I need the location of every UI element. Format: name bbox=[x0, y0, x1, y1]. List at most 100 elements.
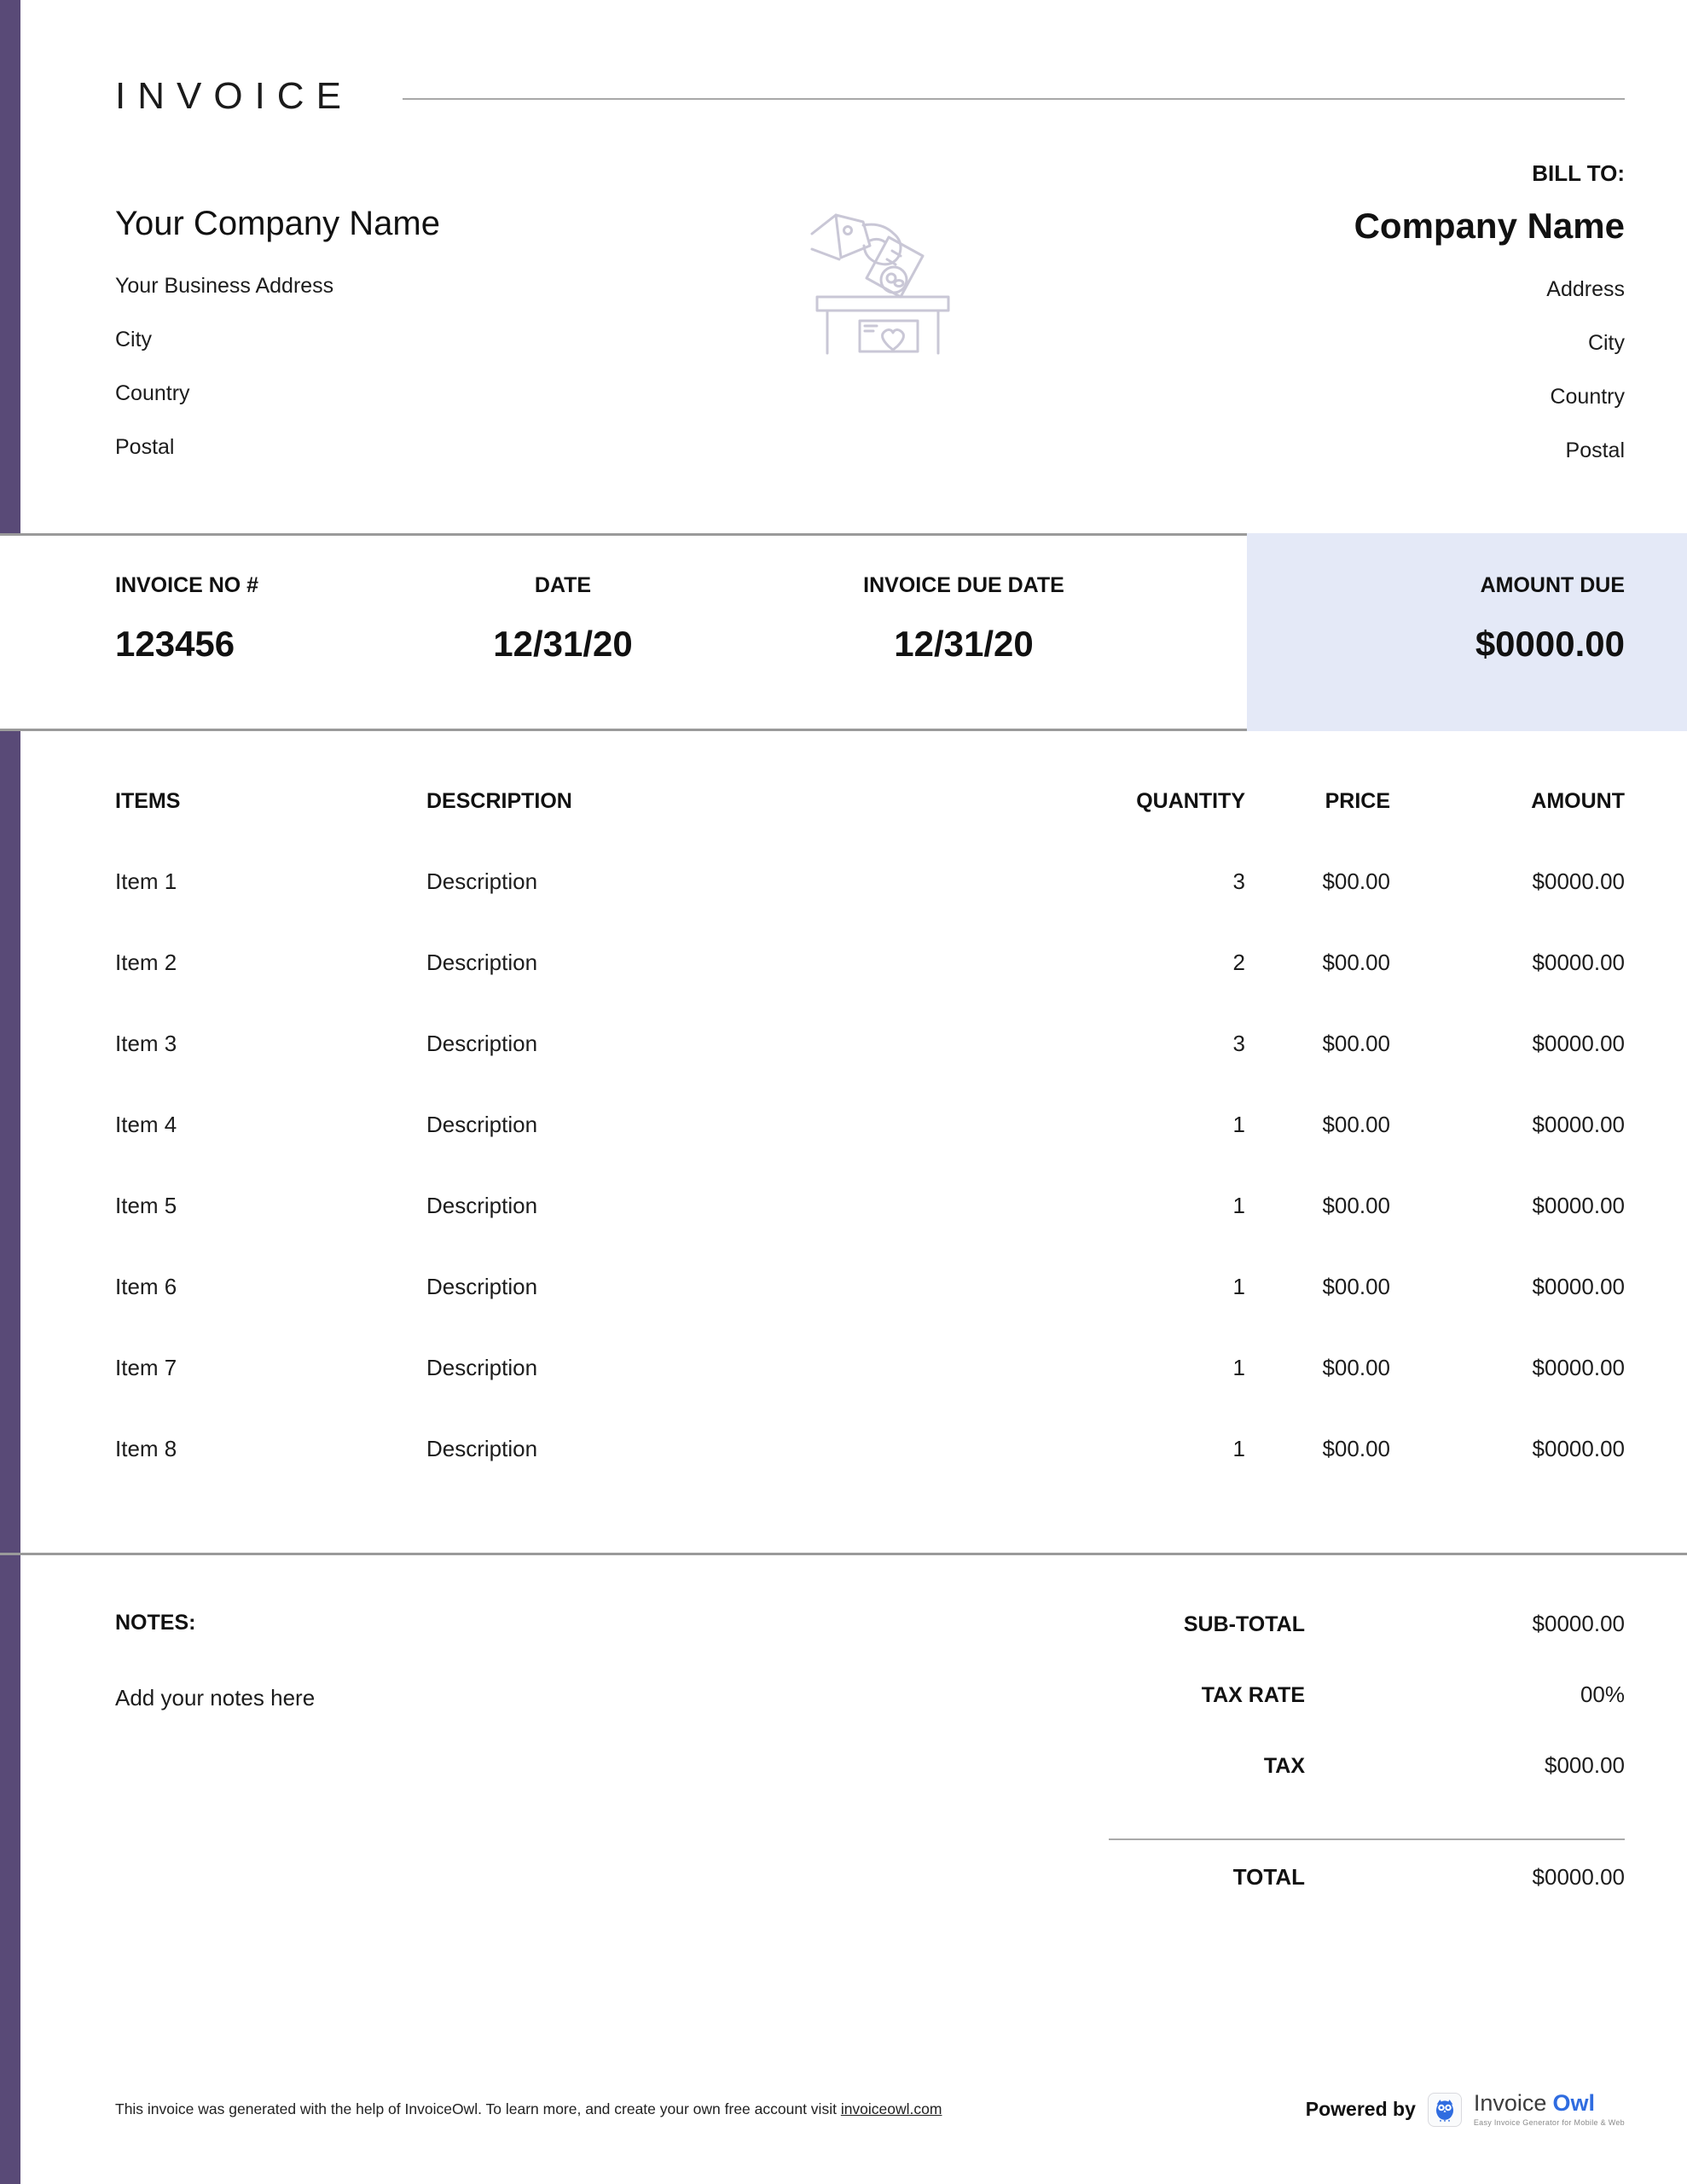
owl-logo-icon bbox=[1435, 2099, 1453, 2122]
item-quantity-cell: 1 bbox=[1232, 1274, 1245, 1299]
amount-due-label: AMOUNT DUE bbox=[1480, 573, 1625, 597]
item-price-cell: $00.00 bbox=[1322, 1112, 1390, 1137]
table-row: Item 8 Description 1 $00.00 $0000.00 bbox=[115, 1409, 1625, 1490]
items-table-rows: Item 1 Description 3 $00.00 $0000.00 Ite… bbox=[115, 841, 1625, 1490]
item-amount-cell: $0000.00 bbox=[1532, 1355, 1625, 1380]
notes-block: NOTES: Add your notes here bbox=[115, 1611, 315, 1711]
tax-rate-row: TAX RATE 00% bbox=[1109, 1682, 1625, 1752]
total-label: TOTAL bbox=[1232, 1864, 1305, 1890]
column-header-items: ITEMS bbox=[115, 789, 181, 813]
item-description-cell: Description bbox=[426, 1112, 538, 1137]
table-row: Item 7 Description 1 $00.00 $0000.00 bbox=[115, 1327, 1625, 1409]
tax-value: $000.00 bbox=[1545, 1752, 1625, 1778]
item-amount-cell: $0000.00 bbox=[1532, 1274, 1625, 1299]
bill-to-block: BILL TO: Company Name Address City Count… bbox=[1354, 160, 1625, 462]
powered-by-group: Powered by Invo bbox=[1306, 2092, 1625, 2127]
item-name-cell: Item 7 bbox=[115, 1355, 177, 1380]
item-description-cell: Description bbox=[426, 1193, 538, 1218]
item-price-cell: $00.00 bbox=[1322, 1193, 1390, 1218]
tax-rate-label: TAX RATE bbox=[1201, 1683, 1305, 1707]
item-description-cell: Description bbox=[426, 1274, 538, 1299]
item-description-cell: Description bbox=[426, 950, 538, 975]
company-block: Your Company Name Your Business Address … bbox=[115, 205, 440, 458]
item-quantity-cell: 1 bbox=[1232, 1355, 1245, 1380]
item-quantity-cell: 3 bbox=[1232, 868, 1245, 894]
brand-name-owl: Owl bbox=[1552, 2090, 1595, 2116]
header-rule bbox=[402, 98, 1625, 100]
table-row: Item 5 Description 1 $00.00 $0000.00 bbox=[115, 1165, 1625, 1246]
table-row: Item 4 Description 1 $00.00 $0000.00 bbox=[115, 1084, 1625, 1165]
item-description-cell: Description bbox=[426, 868, 538, 894]
item-amount-cell: $0000.00 bbox=[1532, 950, 1625, 975]
column-header-quantity: QUANTITY bbox=[1136, 789, 1245, 813]
notes-text: Add your notes here bbox=[115, 1685, 316, 1711]
item-description-cell: Description bbox=[426, 1355, 538, 1380]
left-accent-bar bbox=[0, 0, 20, 2184]
brand-name: Invoice Owl bbox=[1474, 2092, 1625, 2115]
item-quantity-cell: 1 bbox=[1232, 1193, 1245, 1218]
bill-to-address: Address bbox=[1546, 277, 1625, 301]
table-row: Item 6 Description 1 $00.00 $0000.00 bbox=[115, 1246, 1625, 1327]
item-amount-cell: $0000.00 bbox=[1532, 1112, 1625, 1137]
bill-to-city: City bbox=[1587, 331, 1625, 355]
company-name: Your Company Name bbox=[115, 205, 440, 242]
company-address: Your Business Address bbox=[115, 274, 334, 298]
bill-to-company-name: Company Name bbox=[1354, 206, 1625, 246]
item-name-cell: Item 3 bbox=[115, 1031, 177, 1056]
invoice-meta-band: INVOICE NO # 123456 DATE 12/31/20 INVOIC… bbox=[0, 533, 1687, 731]
amount-due-panel: AMOUNT DUE $0000.00 bbox=[1247, 533, 1687, 731]
bill-to-postal: Postal bbox=[1565, 439, 1625, 462]
bill-to-country: Country bbox=[1550, 385, 1625, 409]
totals-divider bbox=[1109, 1838, 1625, 1840]
company-country: Country bbox=[115, 381, 190, 405]
item-description-cell: Description bbox=[426, 1031, 538, 1056]
total-row: TOTAL $0000.00 bbox=[1109, 1864, 1625, 1935]
footer-note-text: This invoice was generated with the help… bbox=[115, 2100, 841, 2117]
brand-tagline: Easy Invoice Generator for Mobile & Web bbox=[1473, 2118, 1625, 2127]
tax-label: TAX bbox=[1263, 1754, 1305, 1778]
notes-label: NOTES: bbox=[115, 1611, 196, 1635]
table-row: Item 1 Description 3 $00.00 $0000.00 bbox=[115, 841, 1625, 922]
company-postal: Postal bbox=[115, 435, 175, 459]
invoiceowl-link[interactable]: invoiceowl.com bbox=[840, 2100, 942, 2117]
item-name-cell: Item 2 bbox=[115, 950, 177, 975]
items-table-header: ITEMS DESCRIPTION QUANTITY PRICE AMOUNT bbox=[115, 789, 1625, 814]
item-name-cell: Item 4 bbox=[115, 1112, 177, 1137]
item-amount-cell: $0000.00 bbox=[1532, 1031, 1625, 1056]
total-value: $0000.00 bbox=[1532, 1864, 1625, 1890]
tax-row: TAX $000.00 bbox=[1109, 1752, 1625, 1823]
company-city: City bbox=[115, 328, 153, 351]
item-price-cell: $00.00 bbox=[1322, 1436, 1390, 1461]
header: INVOICE bbox=[115, 75, 1625, 118]
invoice-due-date-field: INVOICE DUE DATE 12/31/20 bbox=[853, 573, 1075, 665]
bill-to-label: BILL TO: bbox=[1532, 160, 1625, 186]
meta-white-strip bbox=[0, 533, 1247, 731]
items-table: ITEMS DESCRIPTION QUANTITY PRICE AMOUNT … bbox=[115, 789, 1625, 1490]
item-price-cell: $00.00 bbox=[1322, 868, 1390, 894]
item-quantity-cell: 1 bbox=[1232, 1436, 1245, 1461]
totals-block: SUB-TOTAL $0000.00 TAX RATE 00% TAX $000… bbox=[1109, 1611, 1625, 1935]
powered-by-label: Powered by bbox=[1305, 2098, 1416, 2120]
invoice-number-label: INVOICE NO # bbox=[115, 573, 259, 597]
item-price-cell: $00.00 bbox=[1322, 1031, 1390, 1056]
column-header-amount: AMOUNT bbox=[1531, 789, 1625, 813]
item-price-cell: $00.00 bbox=[1322, 950, 1390, 975]
table-row: Item 2 Description 2 $00.00 $0000.00 bbox=[115, 922, 1625, 1003]
footer: This invoice was generated with the help… bbox=[115, 2092, 1625, 2127]
column-header-description: DESCRIPTION bbox=[426, 789, 572, 813]
amount-due-value: $0000.00 bbox=[1475, 624, 1625, 664]
subtotal-label: SUB-TOTAL bbox=[1183, 1612, 1305, 1636]
invoice-number-value: 123456 bbox=[115, 624, 235, 664]
section-divider bbox=[0, 1553, 1687, 1555]
item-quantity-cell: 1 bbox=[1232, 1112, 1245, 1137]
subtotal-row: SUB-TOTAL $0000.00 bbox=[1109, 1611, 1625, 1682]
brand-name-invoice: Invoice bbox=[1473, 2090, 1547, 2116]
owl-badge bbox=[1427, 2092, 1462, 2127]
item-description-cell: Description bbox=[426, 1436, 538, 1461]
item-price-cell: $00.00 bbox=[1322, 1355, 1390, 1380]
page-title: INVOICE bbox=[115, 75, 353, 117]
column-header-price: PRICE bbox=[1325, 789, 1390, 813]
hand-donation-box-icon bbox=[810, 213, 950, 355]
invoiceowl-brand: Invoice Owl Easy Invoice Generator for M… bbox=[1474, 2092, 1625, 2127]
